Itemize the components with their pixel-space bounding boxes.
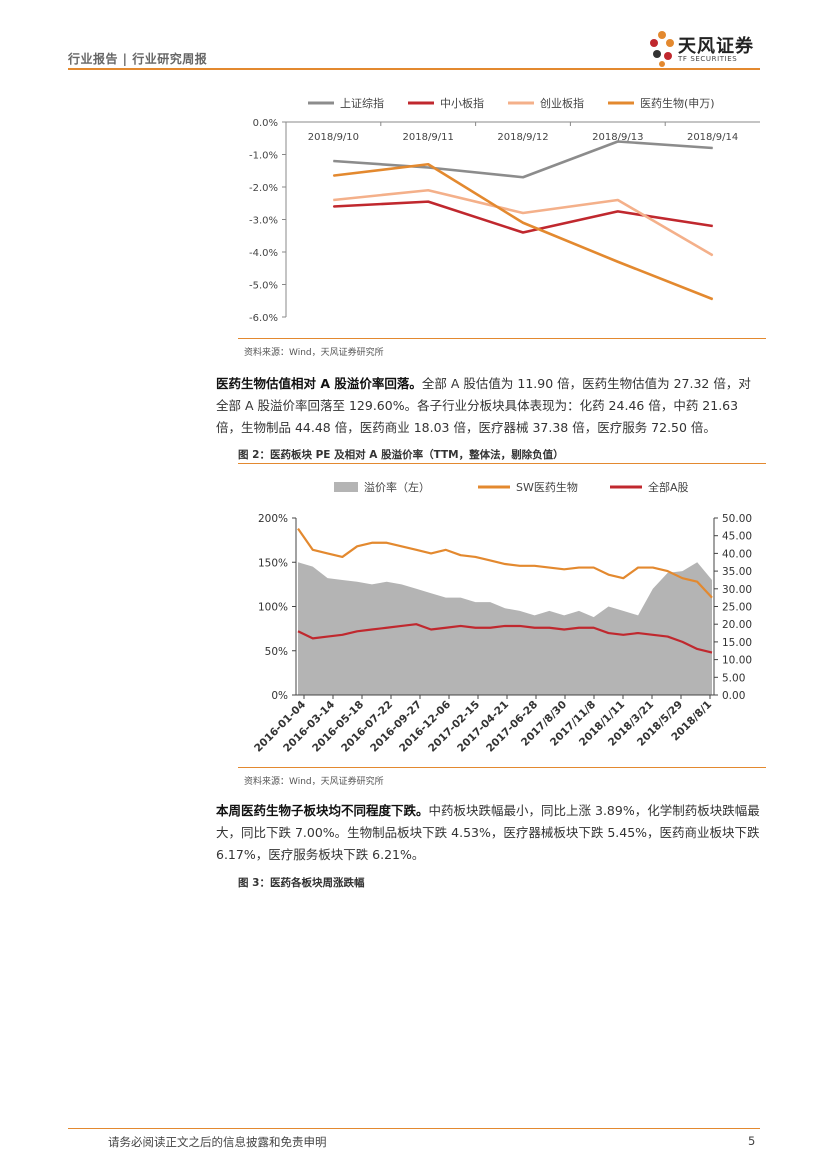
- series-3-point-2: [522, 222, 524, 224]
- y-tick-label-1: -1.0%: [249, 151, 278, 162]
- series-0-point-2: [522, 176, 524, 178]
- series-1-point-0: [332, 206, 334, 207]
- x-tick-label-4: 2018/9/14: [687, 132, 738, 143]
- series-2-point-0: [332, 199, 334, 201]
- left-tick-label-4: 200%: [258, 513, 288, 525]
- x-tick-label-0: 2018/9/10: [308, 132, 359, 143]
- left-tick-label-3: 150%: [258, 557, 288, 569]
- y-tick-label-4: -4.0%: [249, 248, 278, 259]
- y-tick-label-3: -3.0%: [249, 216, 278, 227]
- series-3-point-4: [712, 298, 714, 300]
- x-tick-label-2: 2018/9/12: [497, 132, 548, 143]
- logo-text-cn: 天风证券: [678, 36, 754, 57]
- premium-area: [298, 562, 712, 695]
- series-1-point-3: [617, 210, 619, 212]
- right-tick-label-4: 20.00: [722, 619, 752, 631]
- footer-rule: [68, 1128, 760, 1129]
- right-tick-label-0: 0.00: [722, 690, 745, 702]
- series-2-point-4: [712, 254, 714, 256]
- page-number: 5: [748, 1134, 756, 1148]
- index-change-line-chart: 上证综指 中小板指 创业板指 医药生物(申万) 0.0% -1.0% -2.0% -3.0% -…: [249, 96, 760, 324]
- y-tick-label-2: -2.0%: [249, 183, 278, 194]
- chart1-source: 资料来源：Wind，天风证券研究所: [244, 348, 384, 358]
- chart2-bottom-rule: [238, 767, 766, 768]
- header-report-type: 行业报告 | 行业研究周报: [68, 52, 208, 66]
- series-3-point-0: [332, 175, 334, 177]
- legend-label-2: 全部A股: [648, 480, 689, 494]
- sector-paragraph-body: 中药板块跌幅最小，同比上涨 3.89%，化学制药板块跌幅最大，同比下跌 7.00…: [216, 803, 760, 862]
- legend-swatch-0: [334, 482, 358, 492]
- figure2-title: 图 2：医药板块 PE 及相对 A 股溢价率（TTM，整体法，剔除负值）: [238, 449, 564, 461]
- right-tick-label-2: 10.00: [722, 655, 752, 667]
- chart1-bottom-rule: [238, 338, 766, 339]
- series-1-point-2: [522, 232, 524, 233]
- legend-label-3: 医药生物(申万): [640, 96, 715, 110]
- series-0-point-0: [332, 160, 334, 162]
- series-2-point-3: [617, 199, 619, 201]
- left-tick-label-1: 50%: [265, 646, 288, 658]
- series-line-0: [333, 140, 713, 179]
- valuation-paragraph: 医药生物估值相对 A 股溢价率回落。全部 A 股估值为 11.90 倍，医药生物…: [216, 373, 761, 439]
- logo-petals-icon: [650, 31, 674, 67]
- right-tick-label-5: 25.00: [722, 602, 752, 614]
- right-tick-label-3: 15.00: [722, 637, 752, 649]
- legend-label-1: 中小板指: [440, 96, 484, 110]
- series-line-2: [297, 623, 713, 654]
- y-tick-label-6: -6.0%: [249, 313, 278, 324]
- legend-label-1: SW医药生物: [516, 480, 578, 494]
- chart2-source: 资料来源：Wind，天风证券研究所: [244, 777, 384, 787]
- valuation-paragraph-lead: 医药生物估值相对 A 股溢价率回落。: [216, 376, 422, 391]
- y-tick-label-5: -5.0%: [249, 281, 278, 292]
- left-tick-label-0: 0%: [271, 690, 288, 702]
- y-tick-label-0: 0.0%: [253, 118, 278, 129]
- series-3-point-1: [427, 163, 429, 165]
- series-0-point-4: [712, 147, 714, 149]
- sector-paragraph: 本周医药生物子板块均不同程度下跌。中药板块跌幅最小，同比上涨 3.89%，化学制…: [216, 800, 761, 866]
- series-2-point-1: [427, 189, 429, 191]
- figure2-top-rule: [238, 463, 766, 464]
- series-1-point-4: [712, 225, 714, 227]
- valuation-paragraph-body: 全部 A 股估值为 11.90 倍，医药生物估值为 27.32 倍，对全部 A …: [216, 376, 751, 435]
- right-tick-label-7: 35.00: [722, 566, 752, 578]
- footer-disclaimer: 请务必阅读正文之后的信息披露和免责申明: [108, 1135, 327, 1149]
- series-3-point-3: [617, 261, 619, 263]
- left-tick-label-2: 100%: [258, 602, 288, 614]
- sector-paragraph-lead: 本周医药生物子板块均不同程度下跌。: [216, 803, 429, 818]
- right-tick-label-8: 40.00: [722, 548, 752, 560]
- logo-text-en: TF SECURITIES: [678, 55, 738, 63]
- series-line-1: [297, 527, 713, 599]
- series-1-point-1: [427, 201, 429, 203]
- series-0-point-3: [617, 141, 619, 142]
- right-tick-label-10: 50.00: [722, 513, 752, 525]
- header-rule: [68, 68, 760, 70]
- right-tick-label-9: 45.00: [722, 531, 752, 543]
- series-line-1: [333, 200, 713, 234]
- series-0-point-1: [427, 167, 429, 168]
- x-tick-label-3: 2018/9/13: [592, 132, 643, 143]
- series-2-point-2: [522, 212, 524, 214]
- right-tick-label-1: 5.00: [722, 672, 745, 684]
- legend-label-2: 创业板指: [540, 96, 584, 110]
- figure3-title: 图 3：医药各板块周涨跌幅: [238, 877, 365, 889]
- legend-label-0: 溢价率（左）: [364, 480, 430, 494]
- legend-label-0: 上证综指: [340, 96, 384, 110]
- x-tick-label-1: 2018/9/11: [403, 132, 454, 143]
- company-logo: 天风证券 TF SECURITIES: [648, 28, 764, 68]
- right-tick-label-6: 30.00: [722, 584, 752, 596]
- pe-premium-chart: 溢价率（左） SW医药生物 全部A股 0% 50% 100% 150% 200% 0.00 5.0…: [252, 480, 752, 755]
